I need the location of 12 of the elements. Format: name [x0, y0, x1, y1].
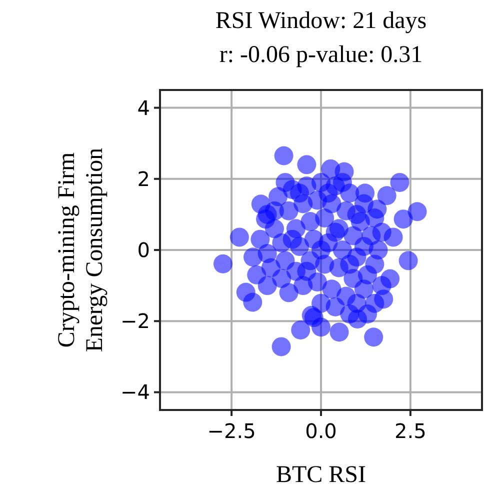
chart-subtitle: r: -0.06 p-value: 0.31	[219, 42, 423, 68]
y-axis-title: Crypto-mining Firm Energy Consumption	[54, 148, 108, 352]
x-axis-title: BTC RSI	[276, 462, 366, 488]
x-tick-label: −2.5	[207, 419, 256, 443]
y-tick-label: −4	[120, 380, 150, 404]
y-tick-label: 2	[137, 166, 150, 191]
x-tick-label: 2.5	[394, 419, 426, 443]
y-tick-label: 4	[137, 96, 150, 120]
y-tick-label: 0	[137, 238, 150, 262]
x-tick-label: 0.0	[305, 419, 337, 443]
chart-title: RSI Window: 21 days	[215, 8, 427, 34]
y-tick-label: −2	[120, 309, 150, 334]
